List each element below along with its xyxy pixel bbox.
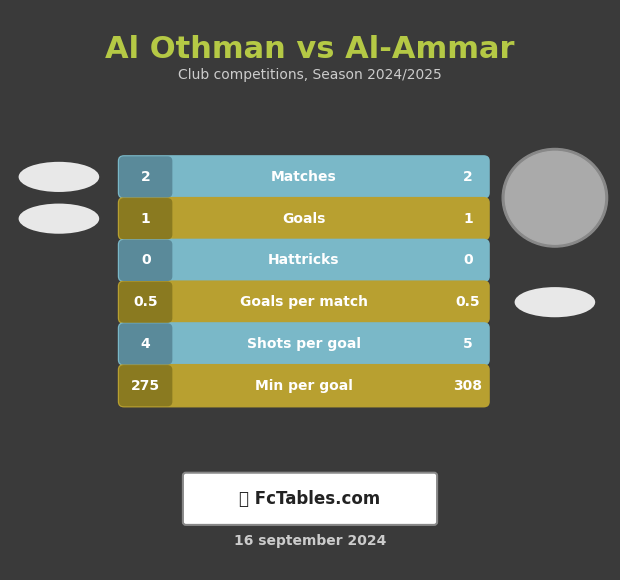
Text: 0.5: 0.5 bbox=[133, 295, 158, 309]
Text: Hattricks: Hattricks bbox=[268, 253, 340, 267]
Ellipse shape bbox=[19, 204, 99, 234]
Text: 4: 4 bbox=[141, 337, 151, 351]
Text: Shots per goal: Shots per goal bbox=[247, 337, 361, 351]
FancyBboxPatch shape bbox=[118, 197, 490, 240]
FancyBboxPatch shape bbox=[118, 281, 490, 324]
FancyBboxPatch shape bbox=[119, 157, 172, 197]
Text: 1: 1 bbox=[141, 212, 151, 226]
FancyBboxPatch shape bbox=[183, 473, 437, 525]
Text: 2: 2 bbox=[463, 170, 473, 184]
FancyBboxPatch shape bbox=[118, 364, 490, 408]
Text: 5: 5 bbox=[463, 337, 473, 351]
Text: 16 september 2024: 16 september 2024 bbox=[234, 534, 386, 548]
FancyBboxPatch shape bbox=[119, 240, 172, 281]
Text: Matches: Matches bbox=[271, 170, 337, 184]
Text: Goals per match: Goals per match bbox=[240, 295, 368, 309]
FancyBboxPatch shape bbox=[118, 155, 490, 198]
Text: Goals: Goals bbox=[282, 212, 326, 226]
FancyBboxPatch shape bbox=[119, 365, 172, 407]
Text: 308: 308 bbox=[454, 379, 482, 393]
Text: Club competitions, Season 2024/2025: Club competitions, Season 2024/2025 bbox=[178, 68, 442, 82]
Text: 0.5: 0.5 bbox=[456, 295, 480, 309]
FancyBboxPatch shape bbox=[118, 239, 490, 282]
FancyBboxPatch shape bbox=[118, 322, 490, 366]
Ellipse shape bbox=[515, 287, 595, 317]
Text: 0: 0 bbox=[463, 253, 473, 267]
Circle shape bbox=[505, 151, 604, 244]
Text: Al Othman vs Al-Ammar: Al Othman vs Al-Ammar bbox=[105, 35, 515, 64]
Text: 0: 0 bbox=[141, 253, 151, 267]
Text: 1: 1 bbox=[463, 212, 473, 226]
FancyBboxPatch shape bbox=[119, 198, 172, 239]
FancyBboxPatch shape bbox=[119, 282, 172, 322]
Text: 275: 275 bbox=[131, 379, 160, 393]
FancyBboxPatch shape bbox=[119, 324, 172, 365]
Circle shape bbox=[502, 148, 608, 247]
Text: 🏆 FcTables.com: 🏆 FcTables.com bbox=[239, 490, 381, 508]
Text: Min per goal: Min per goal bbox=[255, 379, 353, 393]
Ellipse shape bbox=[19, 162, 99, 192]
Text: 2: 2 bbox=[141, 170, 151, 184]
